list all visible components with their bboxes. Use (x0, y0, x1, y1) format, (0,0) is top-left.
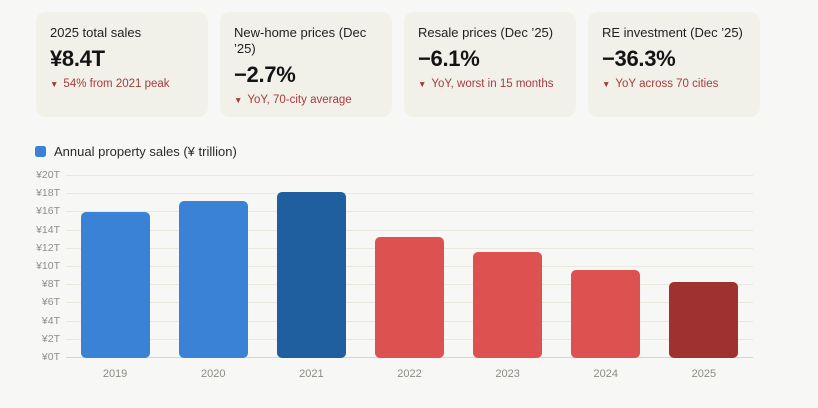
down-triangle-icon: ▼ (234, 95, 243, 106)
bar-2021 (276, 192, 346, 358)
bar-slot (655, 176, 753, 358)
gridline (66, 193, 753, 195)
x-tick-label: 2019 (102, 368, 128, 380)
kpi-title: RE investment (Dec ’25) (602, 25, 743, 40)
y-tick-label: ¥6T (41, 296, 60, 309)
x-tick-label: 2023 (495, 368, 520, 380)
bar-slot (459, 176, 557, 358)
y-tick-label: ¥2T (41, 332, 60, 345)
plot-area (66, 175, 753, 358)
x-tick-label: 2020 (200, 368, 226, 380)
gridline (66, 229, 753, 231)
x-axis-labels: 2019 2020 2021 2022 2023 2024 2025 (66, 368, 753, 380)
y-axis-labels: ¥0T ¥2T ¥4T ¥6T ¥8T ¥10T ¥12T ¥14T ¥16T ¥18T ¥20T (36, 169, 60, 363)
down-triangle-icon: ▼ (50, 79, 59, 90)
kpi-note-text: YoY, worst in 15 months (431, 77, 554, 90)
bar-2019 (80, 212, 150, 358)
kpi-value: −36.3% (602, 45, 676, 71)
bar-slot (262, 176, 360, 358)
annual-property-sales-chart: ¥0T ¥2T ¥4T ¥6T ¥8T ¥10T ¥12T ¥14T ¥16T ¥18T ¥20T … (36, 169, 753, 380)
y-tick-label: ¥0T (41, 351, 60, 363)
kpi-card-re-investment: RE investment (Dec ’25) −36.3% ▼ YoY acr… (588, 12, 760, 117)
kpi-note: ▼ 54% from 2021 peak (50, 78, 194, 90)
kpi-card-row: 2025 total sales ¥8.4T ▼ 54% from 2021 p… (36, 12, 760, 117)
kpi-value: −2.7% (234, 61, 296, 87)
x-tick-label: 2025 (691, 368, 717, 380)
bar-2024 (571, 269, 641, 358)
kpi-note: ▼ YoY, 70-city average (234, 94, 378, 106)
x-tick-label: 2022 (397, 368, 422, 380)
chart-legend: Annual property sales (¥ trillion) (35, 144, 237, 159)
kpi-value: −6.1% (418, 45, 480, 71)
gridline (66, 211, 753, 213)
kpi-title: Resale prices (Dec ’25) (418, 25, 554, 40)
kpi-card-resale-prices: Resale prices (Dec ’25) −6.1% ▼ YoY, wor… (404, 12, 576, 117)
y-tick-label: ¥18T (36, 187, 60, 200)
y-tick-label: ¥14T (36, 223, 60, 236)
down-triangle-icon: ▼ (418, 79, 427, 90)
kpi-title: 2025 total sales (50, 25, 142, 40)
kpi-card-total-sales: 2025 total sales ¥8.4T ▼ 54% from 2021 p… (36, 12, 208, 117)
kpi-note-text: 54% from 2021 peak (63, 77, 170, 90)
y-tick-label: ¥4T (41, 314, 60, 327)
legend-swatch-icon (35, 146, 46, 157)
bar-slot (557, 176, 655, 358)
down-triangle-icon: ▼ (602, 79, 611, 90)
bar-2022 (374, 236, 444, 358)
y-tick-label: ¥12T (36, 241, 60, 254)
bar-slot (66, 176, 164, 358)
kpi-title: New-home prices (Dec ’25) (234, 25, 367, 56)
bar-2025 (669, 281, 739, 358)
y-tick-label: ¥20T (36, 169, 60, 181)
x-tick-label: 2021 (299, 368, 324, 380)
x-tick-label: 2024 (593, 368, 619, 380)
kpi-value: ¥8.4T (50, 45, 105, 71)
y-tick-label: ¥8T (41, 278, 60, 291)
gridline (66, 175, 753, 176)
bars (66, 176, 753, 358)
kpi-card-new-home-prices: New-home prices (Dec ’25) −2.7% ▼ YoY, 7… (220, 12, 392, 117)
y-tick-label: ¥16T (36, 205, 60, 218)
kpi-note: ▼ YoY across 70 cities (602, 78, 746, 90)
bar-slot (164, 176, 262, 358)
kpi-note-text: YoY across 70 cities (615, 77, 719, 90)
legend-label: Annual property sales (¥ trillion) (54, 144, 237, 159)
y-tick-label: ¥10T (36, 260, 60, 272)
kpi-note-text: YoY, 70-city average (247, 93, 352, 106)
bar-2023 (473, 251, 543, 358)
bar-2020 (178, 200, 248, 358)
kpi-note: ▼ YoY, worst in 15 months (418, 78, 562, 90)
bar-slot (360, 176, 458, 358)
